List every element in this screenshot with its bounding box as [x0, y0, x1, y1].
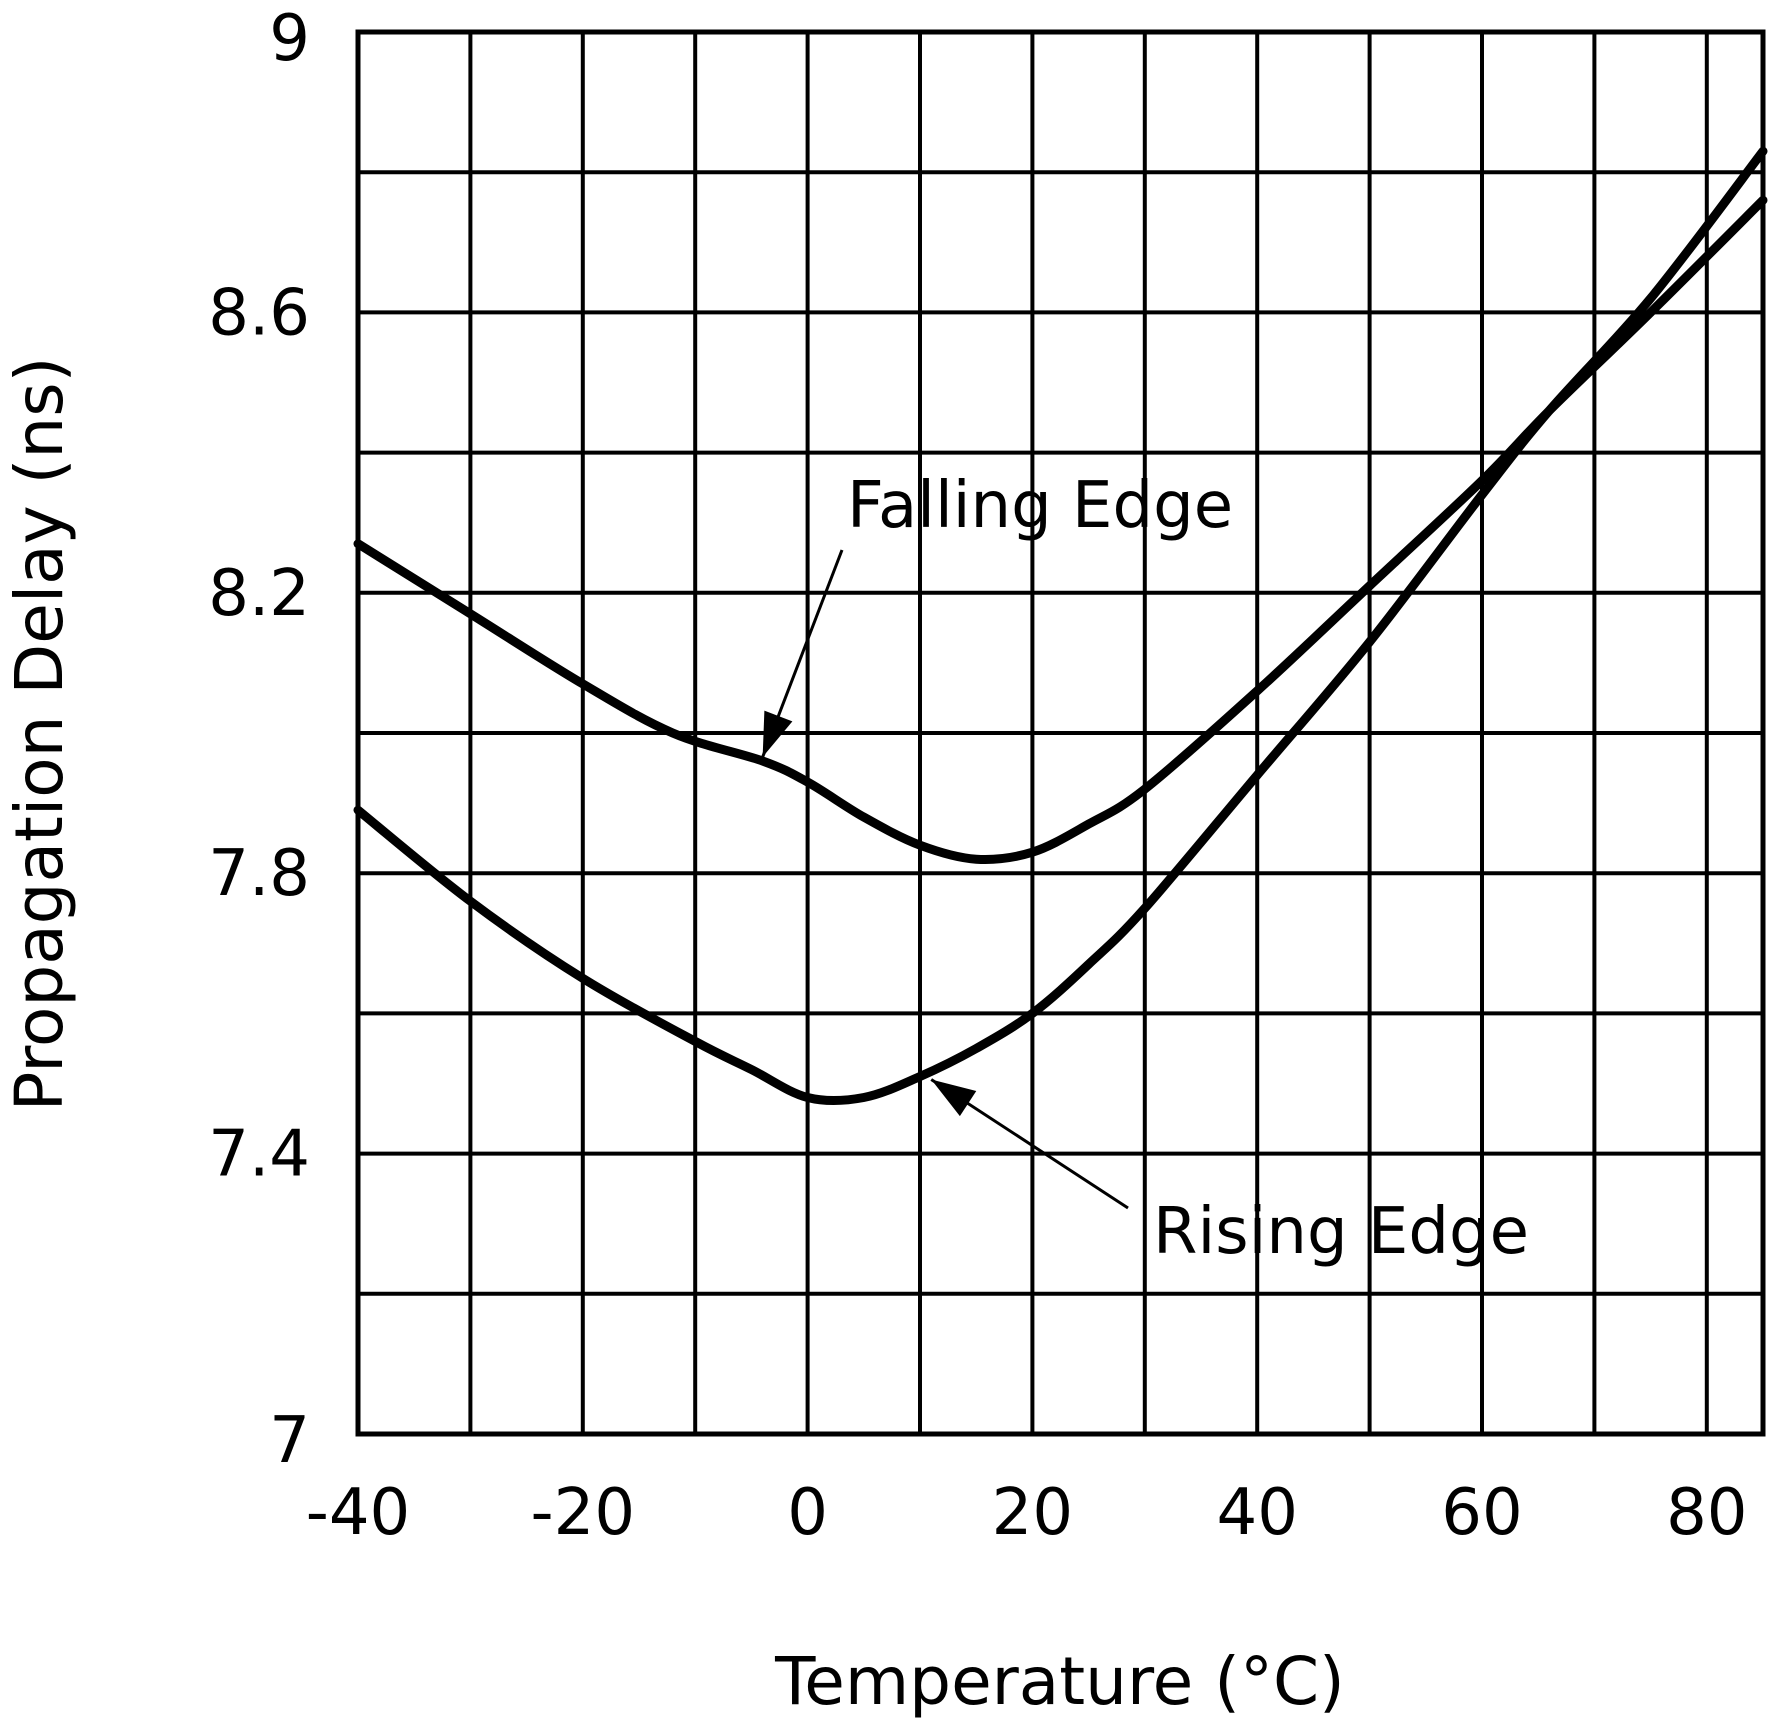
y-tick-label: 8.2 — [208, 557, 310, 631]
y-tick-label: 9 — [269, 2, 310, 76]
annotations: Falling Edge Rising Edge — [761, 469, 1529, 1269]
x-axis-label: Temperature (°C) — [774, 1643, 1345, 1720]
series-line-rising-edge — [353, 146, 1768, 1106]
annotation-arrowhead-rising-edge — [931, 1079, 977, 1117]
y-axis-label: Propagation Delay (ns) — [1, 357, 78, 1112]
series-layer — [353, 146, 1768, 1106]
x-tick-label: -20 — [531, 1476, 636, 1550]
x-tick-label: 40 — [1216, 1476, 1297, 1550]
y-tick-label: 7.4 — [208, 1118, 310, 1192]
x-tick-label: 20 — [992, 1476, 1073, 1550]
annotation-arrowhead-falling-edge — [762, 710, 793, 758]
y-tick-label: 7.8 — [208, 837, 310, 911]
x-tick-label: 60 — [1441, 1476, 1522, 1550]
y-tick-label: 7 — [269, 1404, 310, 1478]
plot-frame — [355, 29, 1766, 1437]
grid — [356, 30, 1763, 1436]
y-tick-label: 8.6 — [208, 276, 310, 350]
x-tick-label: -40 — [306, 1476, 411, 1550]
annotation-label-rising-edge: Rising Edge — [1153, 1195, 1529, 1269]
x-tick-label: 80 — [1666, 1476, 1747, 1550]
tick-labels: -40 -20 0 20 40 60 80 7 7.4 7.8 8.2 8.6 9 — [208, 2, 1747, 1550]
annotation-label-falling-edge: Falling Edge — [847, 469, 1233, 543]
x-tick-label: 0 — [787, 1476, 828, 1550]
